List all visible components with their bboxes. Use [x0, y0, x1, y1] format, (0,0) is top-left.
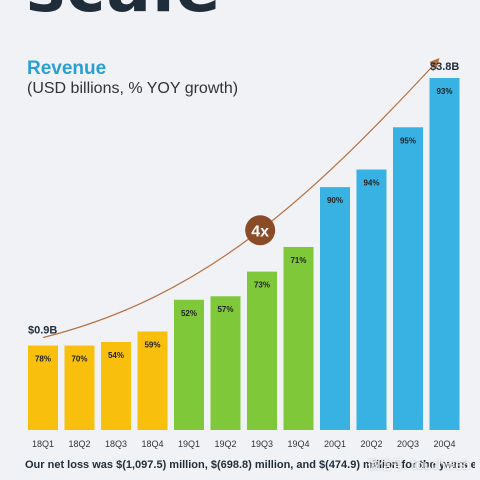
tick-label-20Q2: 20Q2	[360, 439, 382, 449]
tick-label-18Q2: 18Q2	[68, 439, 90, 449]
tick-label-18Q1: 18Q1	[32, 439, 54, 449]
bar-18Q1	[28, 345, 58, 430]
growth-badge	[245, 215, 276, 246]
net-loss-footnote: Our net loss was $(1,097.5) million, $(6…	[25, 459, 475, 471]
chart-title: Revenue	[27, 58, 107, 79]
chart-subtitle: (USD billions, % YOY growth)	[27, 80, 239, 97]
tick-label-19Q3: 19Q3	[251, 439, 273, 449]
growth-label-20Q2: 94%	[363, 179, 379, 188]
watermark: 微信号: touchweb	[367, 458, 470, 472]
growth-label-18Q2: 70%	[71, 355, 87, 364]
growth-label-19Q2: 57%	[217, 305, 233, 314]
bar-18Q4	[137, 331, 168, 430]
tick-label-20Q4: 20Q4	[433, 439, 455, 449]
end-value-label: $3.8B	[430, 61, 459, 73]
bar-20Q3	[393, 127, 423, 430]
start-value-label: $0.9B	[28, 325, 57, 337]
growth-label-20Q3: 95%	[400, 136, 416, 145]
bar-20Q4	[429, 78, 460, 430]
growth-label-19Q1: 52%	[181, 309, 197, 318]
tick-label-18Q4: 18Q4	[141, 439, 163, 449]
growth-label-20Q4: 93%	[436, 87, 452, 96]
bar-19Q3	[247, 271, 277, 430]
growth-arrow-head	[429, 58, 440, 69]
tick-label-19Q1: 19Q1	[178, 439, 200, 449]
hero-heading: scale	[26, 0, 221, 22]
bar-18Q3	[101, 342, 131, 430]
tick-label-18Q3: 18Q3	[105, 439, 127, 449]
bar-20Q2	[356, 169, 387, 430]
tick-label-20Q1: 20Q1	[324, 439, 346, 449]
bar-19Q2	[210, 296, 241, 430]
growth-label-18Q4: 59%	[144, 340, 160, 349]
growth-label-18Q3: 54%	[108, 351, 124, 360]
tick-label-20Q3: 20Q3	[397, 439, 419, 449]
tick-label-19Q4: 19Q4	[287, 439, 309, 449]
bar-19Q1	[174, 299, 204, 430]
growth-label-19Q3: 73%	[254, 281, 270, 290]
growth-label-19Q4: 71%	[290, 256, 306, 265]
bar-18Q2	[64, 345, 95, 430]
bar-20Q1	[320, 187, 350, 430]
growth-badge-label: 4x	[251, 223, 269, 240]
growth-label-18Q1: 78%	[35, 355, 51, 364]
growth-label-20Q1: 90%	[327, 196, 343, 205]
tick-label-19Q2: 19Q2	[214, 439, 236, 449]
bar-19Q4	[283, 246, 314, 430]
